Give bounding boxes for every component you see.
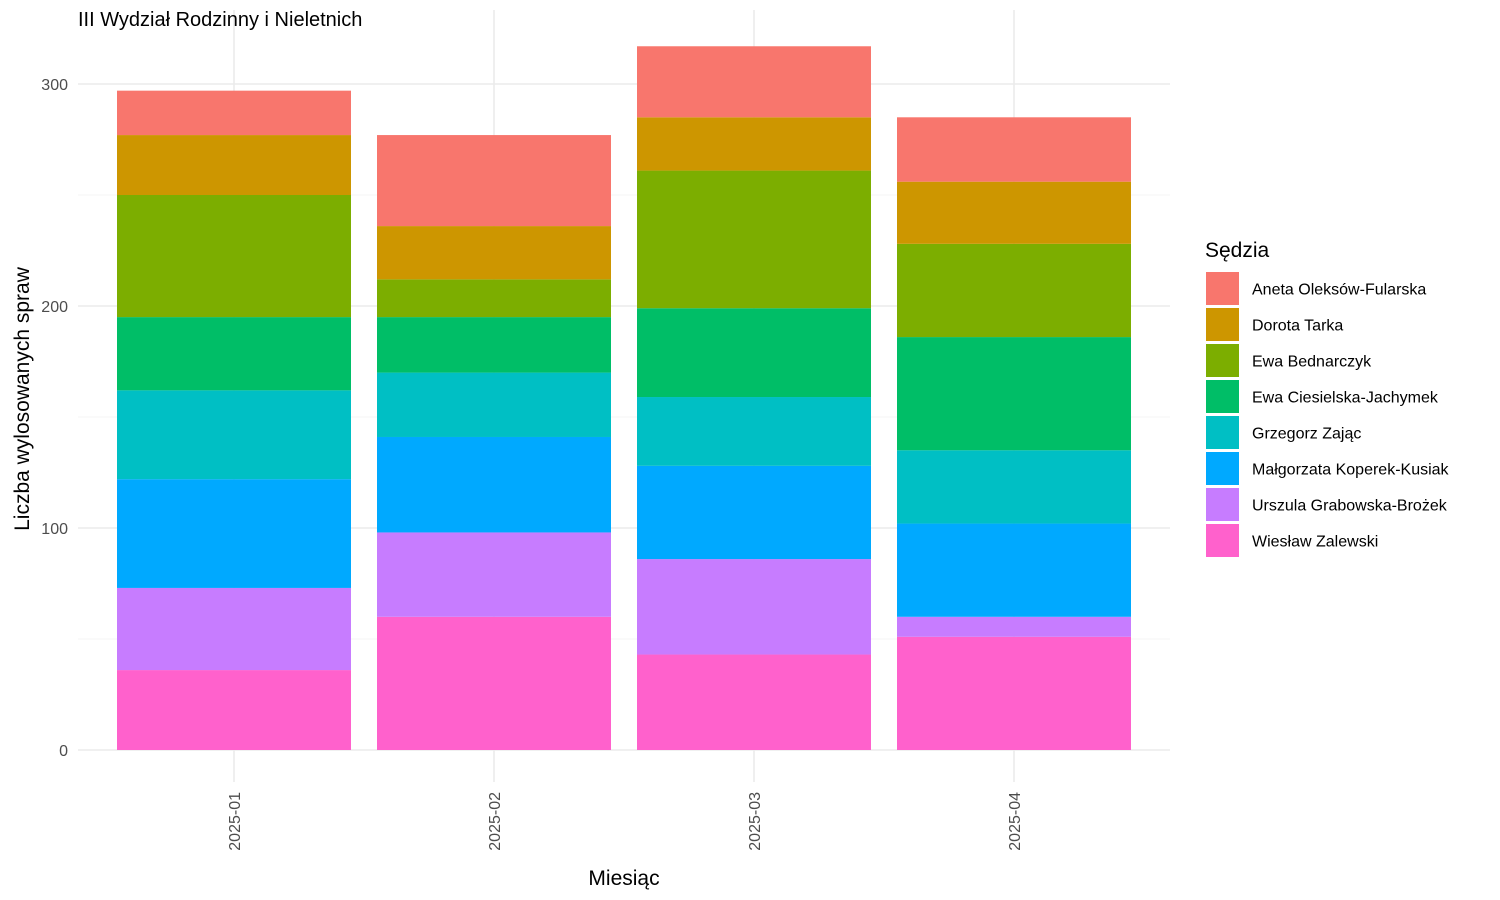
bar-segment (897, 181, 1131, 244)
legend-label: Ewa Ciesielska-Jachymek (1252, 390, 1439, 407)
y-axis-title: Liczba wylosowanych spraw (11, 266, 34, 531)
bar-segment (897, 243, 1131, 338)
bar-segment (117, 587, 351, 671)
legend-item: Dorota Tarka (1206, 308, 1343, 341)
legend-key (1206, 308, 1239, 341)
y-tick-label: 200 (41, 299, 68, 316)
bar-segment (637, 654, 871, 750)
bar-segment (117, 390, 351, 480)
y-tick-label: 0 (59, 743, 68, 760)
x-tick-label: 2025-04 (1007, 792, 1024, 851)
legend-key (1206, 524, 1239, 557)
legend-items: Aneta Oleksów-Fularska Dorota Tarka Ewa Be… (1206, 272, 1450, 557)
bar-segment (377, 226, 611, 280)
bar-segment (117, 135, 351, 195)
bar-segment (377, 135, 611, 227)
bar-segment (897, 636, 1131, 750)
legend-label: Dorota Tarka (1252, 318, 1343, 335)
x-tick-label: 2025-01 (227, 792, 244, 851)
x-tick-label: 2025-02 (487, 792, 504, 851)
bar-layer (117, 46, 1131, 750)
y-tick-label: 100 (41, 521, 68, 538)
bar-segment (377, 279, 611, 318)
bar-segment (117, 90, 351, 136)
legend-key (1206, 272, 1239, 305)
bar-segment (377, 317, 611, 373)
x-tick-label: 2025-03 (747, 792, 764, 851)
legend-label: Grzegorz Zając (1252, 426, 1361, 443)
axis-layer: 0 100 200 300 2025-01 2025-02 2025-03 2025-04 (41, 77, 1024, 851)
legend-item: Aneta Oleksów-Fularska (1206, 272, 1426, 305)
bar-segment (377, 436, 611, 533)
legend-item: Urszula Grabowska-Brożek (1206, 488, 1448, 521)
legend-item: Małgorzata Koperek-Kusiak (1206, 452, 1450, 485)
legend-label: Wiesław Zalewski (1252, 534, 1378, 551)
chart-title: III Wydział Rodzinny i Nieletnich (78, 9, 362, 31)
legend-item: Ewa Ciesielska-Jachymek (1206, 380, 1439, 413)
legend-item: Wiesław Zalewski (1206, 524, 1378, 557)
bar-segment (117, 670, 351, 750)
bar-segment (377, 616, 611, 750)
bar-segment (897, 337, 1131, 451)
bar-segment (637, 308, 871, 398)
y-tick-label: 300 (41, 77, 68, 94)
bar-segment (897, 117, 1131, 182)
bar-segment (897, 523, 1131, 617)
bar-segment (637, 46, 871, 118)
legend-label: Ewa Bednarczyk (1252, 354, 1372, 371)
legend-title: Sędzia (1205, 239, 1270, 262)
legend-key (1206, 416, 1239, 449)
bar-segment (897, 450, 1131, 524)
bar-segment (117, 317, 351, 391)
legend-key (1206, 488, 1239, 521)
bar-segment (637, 559, 871, 655)
legend-item: Ewa Bednarczyk (1206, 344, 1372, 377)
bar-segment (637, 397, 871, 466)
bar-segment (117, 195, 351, 318)
bar-segment (637, 465, 871, 560)
bar-segment (377, 372, 611, 437)
legend-label: Urszula Grabowska-Brożek (1252, 498, 1448, 515)
legend-label: Aneta Oleksów-Fularska (1252, 282, 1426, 299)
bar-segment (117, 479, 351, 588)
legend: Sędzia Aneta Oleksów-Fularska Dorota Tark… (1205, 239, 1450, 557)
bar-segment (637, 170, 871, 309)
bar-segment (897, 616, 1131, 637)
legend-item: Grzegorz Zając (1206, 416, 1361, 449)
legend-key (1206, 344, 1239, 377)
legend-label: Małgorzata Koperek-Kusiak (1252, 462, 1450, 479)
bar-segment (377, 532, 611, 617)
legend-key (1206, 380, 1239, 413)
x-axis-title: Miesiąc (588, 867, 659, 890)
bar-segment (637, 117, 871, 171)
legend-key (1206, 452, 1239, 485)
